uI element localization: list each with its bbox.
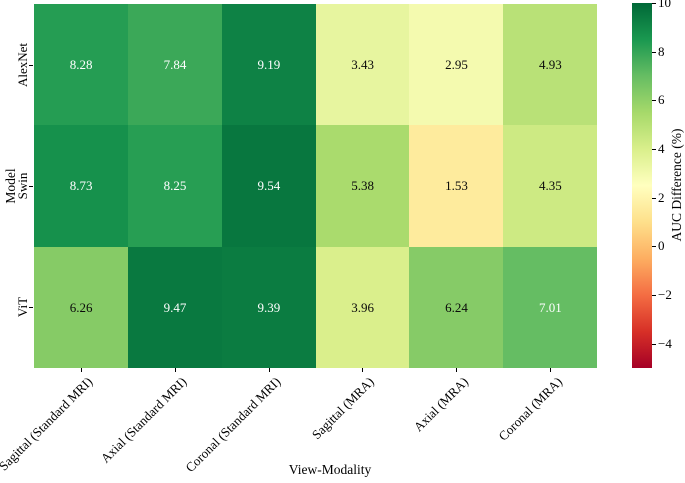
cell-value: 9.19 [257,56,281,72]
x-tick [362,368,364,372]
colorbar-tick-label: −4 [658,335,672,351]
x-tick-label: Axial (MRA) [410,374,471,435]
cell-value: 2.95 [445,56,468,72]
heatmap-cell: 9.54 [221,125,316,248]
cell-value: 7.01 [538,299,562,315]
colorbar-tick [652,51,656,53]
heatmap-cell: 9.47 [127,246,223,369]
colorbar-tick-label: 10 [658,0,671,10]
colorbar-tick-label: 6 [658,92,665,108]
colorbar-tick [652,149,656,150]
heatmap-cell: 6.24 [409,246,504,369]
heatmap-cell: 8.25 [127,125,223,248]
x-tick [550,368,552,372]
colorbar-tick [652,343,656,345]
heatmap-cell: 3.43 [315,4,410,126]
y-tick-label: AlexNet [15,42,30,87]
cell-value: 5.38 [351,178,375,194]
colorbar-tick [652,100,656,102]
y-tick [29,186,33,187]
cell-value: 7.84 [163,56,187,72]
cell-value: 9.39 [257,299,281,315]
colorbar-tick-label: 0 [658,238,665,254]
x-tick [456,368,458,372]
x-tick [80,368,82,372]
heatmap-cell: 3.96 [315,246,410,369]
cell-value: 8.73 [69,178,93,194]
cell-value: 8.25 [163,178,187,194]
colorbar-tick-label: 8 [658,43,665,59]
cell-value: 9.47 [163,299,187,315]
heatmap-cell: 4.93 [503,4,598,126]
colorbar-tick [652,246,656,248]
heatmap-cell: 8.28 [34,4,129,126]
y-tick [29,64,33,66]
heatmap-cell: 8.73 [34,125,129,248]
colorbar-tick-label: 4 [658,141,665,156]
y-tick-label: ViT [15,297,30,318]
colorbar-tick-label: −2 [658,287,672,302]
colorbar-tick-label: 2 [658,189,665,205]
heatmap-cell: 5.38 [315,125,410,248]
x-tick-label: Sagittal (Standard MRI) [0,374,96,474]
heatmap-cell: 7.01 [503,246,598,369]
cell-value: 1.53 [445,178,468,194]
heatmap-cell: 1.53 [409,125,504,248]
heatmap-cell: 7.84 [127,4,223,126]
x-axis-title: View-Modality [288,462,372,477]
x-tick-label: Coronal (MRA) [495,374,565,444]
heatmap-cell: 4.35 [503,125,598,248]
colorbar-tick [652,197,656,199]
heatmap-cell: 9.39 [221,246,316,369]
cell-value: 3.43 [351,56,375,72]
heatmap-cell: 9.19 [221,4,316,126]
cell-value: 9.54 [257,178,281,194]
y-tick [29,307,33,309]
cell-value: 6.24 [445,299,468,315]
colorbar-title: AUC Difference (%) [669,128,684,242]
heatmap-cell: 2.95 [409,4,504,126]
x-tick-label: Coronal (Standard MRI) [182,374,284,475]
cell-value: 8.28 [69,56,93,72]
heatmap-grid: 8.28 7.84 9.19 3.43 2.95 4.93 8.73 8.25 9.54 5.38… [34,4,598,369]
x-tick-label: Axial (Standard MRI) [97,374,190,466]
heatmap-cell: 6.26 [34,246,129,369]
cell-value: 6.26 [69,299,93,315]
x-tick [174,368,176,372]
x-tick [268,368,270,372]
colorbar-tick [652,295,656,296]
x-tick-label: Sagittal (MRA) [308,374,378,443]
cell-value: 4.93 [538,56,562,72]
cell-value: 3.96 [351,299,375,315]
cell-value: 4.35 [538,178,562,194]
y-tick-label: Swin [15,172,30,200]
colorbar-tick [652,3,656,4]
colorbar [632,3,652,368]
